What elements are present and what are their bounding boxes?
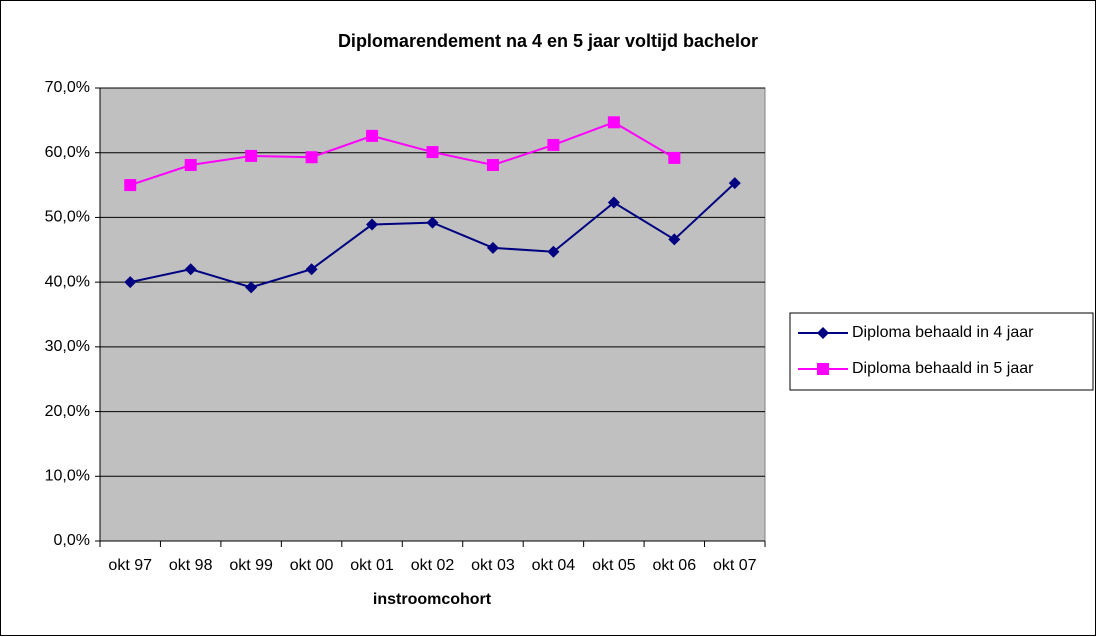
- marker: [547, 138, 560, 151]
- y-tick-label: 70,0%: [45, 79, 90, 96]
- marker: [184, 159, 197, 172]
- x-tick-label: okt 97: [108, 557, 152, 574]
- marker: [366, 129, 379, 142]
- marker: [124, 179, 137, 192]
- marker: [184, 263, 197, 276]
- y-tick-label: 50,0%: [45, 209, 90, 226]
- x-tick-label: okt 03: [471, 557, 515, 574]
- x-tick-label: okt 02: [411, 557, 455, 574]
- chart-title: Diplomarendement na 4 en 5 jaar voltijd …: [338, 31, 758, 51]
- x-tick-label: okt 05: [592, 557, 636, 574]
- marker: [305, 263, 318, 276]
- y-tick-label: 30,0%: [45, 338, 90, 355]
- marker: [245, 281, 258, 294]
- x-tick-label: okt 00: [290, 557, 334, 574]
- y-tick-label: 10,0%: [45, 468, 90, 485]
- legend-box: [789, 312, 1094, 391]
- legend-label: Diploma behaald in 4 jaar: [852, 324, 1034, 341]
- y-tick-label: 20,0%: [45, 403, 90, 420]
- marker: [817, 327, 829, 339]
- marker: [607, 116, 620, 129]
- legend-label: Diploma behaald in 5 jaar: [852, 360, 1034, 377]
- marker: [607, 196, 620, 209]
- marker: [547, 245, 560, 258]
- x-tick-label: okt 06: [653, 557, 697, 574]
- marker: [728, 177, 741, 190]
- x-tick-label: okt 04: [532, 557, 576, 574]
- marker: [245, 149, 258, 162]
- marker: [426, 216, 439, 229]
- x-tick-label: okt 07: [713, 557, 757, 574]
- x-tick-label: okt 01: [350, 557, 394, 574]
- marker: [426, 146, 439, 159]
- y-tick-label: 40,0%: [45, 273, 90, 290]
- x-tick-label: okt 98: [169, 557, 213, 574]
- plot-area: [99, 87, 766, 542]
- marker: [366, 218, 379, 231]
- series-line: [129, 121, 675, 187]
- marker: [486, 159, 499, 172]
- x-tick-label: okt 99: [229, 557, 273, 574]
- marker: [486, 241, 499, 254]
- y-tick-label: 60,0%: [45, 144, 90, 161]
- marker: [124, 276, 137, 289]
- marker: [668, 233, 681, 246]
- y-tick-label: 0,0%: [54, 532, 90, 549]
- x-axis-label: instroomcohort: [373, 591, 492, 608]
- marker: [305, 151, 318, 164]
- marker: [817, 363, 829, 375]
- marker: [668, 151, 681, 164]
